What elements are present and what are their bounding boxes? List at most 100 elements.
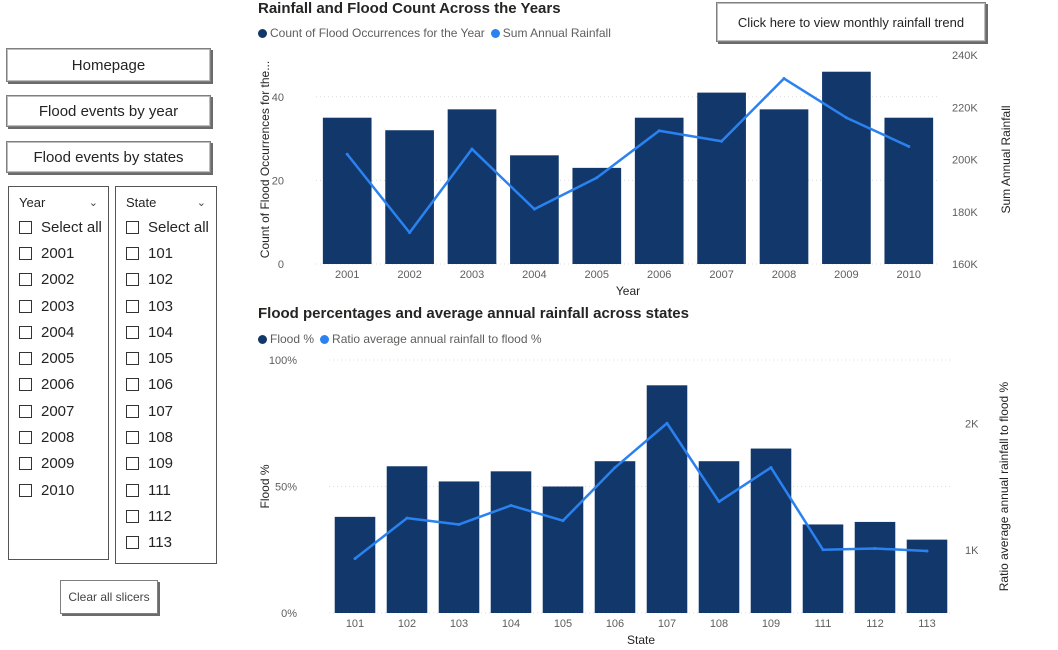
line-point — [561, 519, 565, 523]
year-item[interactable]: 2002 — [9, 267, 108, 293]
x-tick-label: 2007 — [709, 269, 733, 281]
y2-axis-title: Ratio average annual rainfall to flood % — [997, 381, 1011, 591]
line-point — [717, 500, 721, 504]
flood-by-states-button[interactable]: Flood events by states — [6, 141, 211, 173]
year-item[interactable]: 2008 — [9, 424, 108, 450]
y2-tick-label: 160K — [952, 259, 978, 271]
monthly-rainfall-trend-button[interactable]: Click here to view monthly rainfall tren… — [716, 2, 986, 42]
homepage-button[interactable]: Homepage — [6, 48, 211, 82]
checkbox[interactable] — [126, 246, 139, 260]
x-tick-label: 107 — [658, 618, 676, 630]
year-item[interactable]: 2001 — [9, 240, 108, 266]
chevron-down-icon[interactable]: ⌄ — [196, 196, 206, 209]
flood-by-year-button[interactable]: Flood events by year — [6, 95, 211, 127]
bar — [334, 516, 376, 613]
checkbox[interactable] — [19, 378, 32, 392]
checkbox[interactable] — [19, 273, 32, 287]
state-item[interactable]: 101 — [116, 240, 216, 266]
state-item-label: 103 — [148, 297, 174, 315]
chart2-title: Flood percentages and average annual rai… — [258, 305, 689, 322]
checkbox[interactable] — [19, 299, 32, 313]
checkbox[interactable] — [19, 457, 32, 471]
state-item-label: 111 — [148, 481, 171, 499]
state-item[interactable]: 107 — [116, 398, 216, 424]
checkbox[interactable] — [126, 404, 139, 418]
clear-slicers-button[interactable]: Clear all slicers — [60, 580, 158, 614]
line-point — [509, 503, 513, 507]
checkbox[interactable] — [19, 220, 32, 234]
year-slicer-header[interactable]: Year ⌄ — [9, 187, 108, 213]
year-item-label: 2004 — [41, 323, 75, 341]
bar — [802, 524, 844, 613]
series-line — [346, 77, 910, 234]
state-slicer-title: State — [126, 194, 157, 210]
checkbox[interactable] — [126, 483, 139, 497]
year-item[interactable]: 2006 — [9, 372, 108, 398]
checkbox[interactable] — [126, 220, 139, 234]
x-tick-label: 104 — [502, 618, 520, 630]
state-item[interactable]: 108 — [116, 424, 216, 450]
line-point — [720, 139, 724, 143]
y2-tick-label: 240K — [952, 50, 978, 62]
checkbox[interactable] — [126, 509, 139, 523]
state-item[interactable]: 102 — [116, 267, 216, 293]
x-tick-label: 102 — [398, 618, 416, 630]
y2-tick-label: 220K — [952, 102, 978, 114]
checkbox[interactable] — [126, 299, 139, 313]
year-item[interactable]: 2010 — [9, 477, 108, 503]
checkbox[interactable] — [126, 378, 139, 392]
x-tick-label: 2001 — [335, 269, 359, 281]
year-item[interactable]: 2007 — [9, 398, 108, 424]
checkbox[interactable] — [19, 431, 32, 445]
y-tick-label: 40 — [272, 92, 284, 104]
state-item[interactable]: 111 — [116, 477, 216, 503]
x-axis-title: Year — [616, 284, 640, 298]
checkbox[interactable] — [19, 404, 32, 418]
checkbox[interactable] — [126, 352, 139, 366]
checkbox[interactable] — [126, 325, 139, 339]
checkbox[interactable] — [19, 325, 32, 339]
state-item-label: 102 — [148, 271, 174, 289]
line-point — [925, 549, 929, 553]
bar — [322, 117, 372, 264]
bar — [822, 71, 871, 264]
state-item[interactable]: 105 — [116, 345, 216, 371]
year-item[interactable]: 2004 — [9, 319, 108, 345]
legend-label: Sum Annual Rainfall — [502, 26, 611, 40]
year-select-all[interactable]: Select all — [9, 214, 108, 240]
line-point — [457, 522, 461, 526]
state-item[interactable]: 104 — [116, 319, 216, 345]
legend-dot-bar — [258, 28, 267, 38]
x-tick-label: 2003 — [460, 269, 484, 281]
state-slicer-header[interactable]: State ⌄ — [116, 187, 216, 213]
state-select-all[interactable]: Select all — [116, 214, 216, 240]
legend-label: Flood % — [270, 332, 315, 346]
state-item[interactable]: 106 — [116, 372, 216, 398]
checkbox[interactable] — [126, 431, 139, 445]
chevron-down-icon[interactable]: ⌄ — [88, 196, 98, 209]
line-point — [353, 557, 357, 561]
year-item[interactable]: 2003 — [9, 293, 108, 319]
checkbox[interactable] — [19, 246, 32, 260]
state-item[interactable]: 112 — [116, 503, 216, 529]
y-tick-label: 20 — [272, 175, 284, 187]
checkbox[interactable] — [19, 483, 32, 497]
state-item[interactable]: 103 — [116, 293, 216, 319]
year-item[interactable]: 2009 — [9, 451, 108, 477]
bar — [634, 117, 684, 264]
bar — [386, 466, 428, 613]
checkbox[interactable] — [126, 457, 139, 471]
line-point — [532, 207, 536, 211]
state-item[interactable]: 109 — [116, 451, 216, 477]
y-tick-label: 50% — [275, 482, 297, 494]
checkbox[interactable] — [126, 273, 139, 287]
y-tick-label: 100% — [269, 355, 297, 367]
checkbox[interactable] — [126, 536, 139, 550]
year-item[interactable]: 2005 — [9, 345, 108, 371]
x-tick-label: 2005 — [585, 269, 609, 281]
state-item[interactable]: 113 — [116, 530, 216, 556]
checkbox[interactable] — [19, 352, 32, 366]
line-point — [821, 548, 825, 552]
x-tick-label: 113 — [918, 618, 936, 630]
x-tick-label: 109 — [762, 618, 780, 630]
